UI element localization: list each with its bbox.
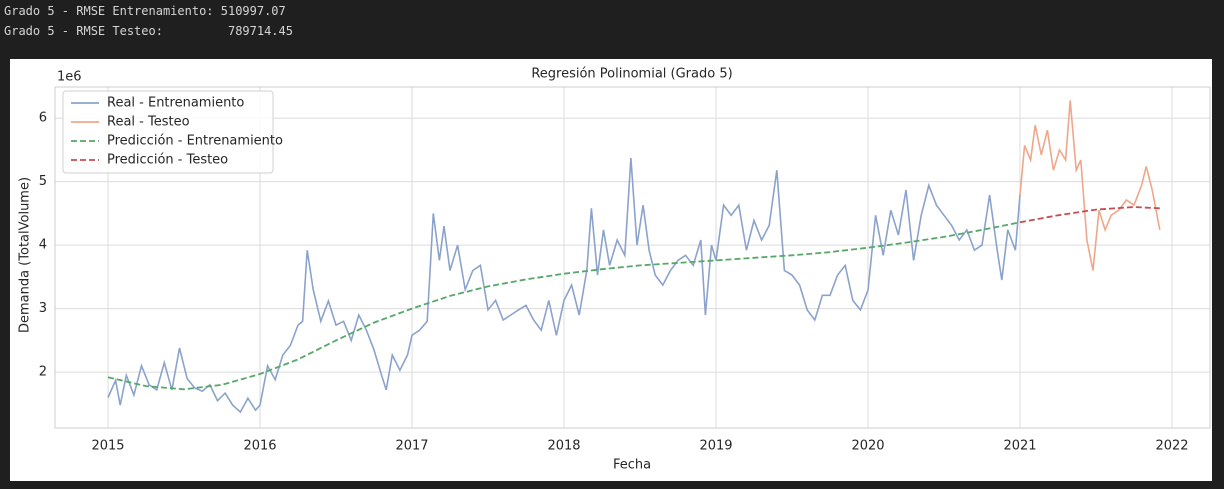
x-tick-label: 2017 — [395, 439, 428, 454]
x-tick-label: 2020 — [851, 439, 884, 454]
console-line: Grado 5 - RMSE Entrenamiento: 510997.07 — [4, 4, 286, 18]
y-tick-label: 4 — [39, 238, 47, 253]
chart: Regresión Polinomial (Grado 5) Fecha Dem… — [10, 59, 1212, 481]
console-line: Grado 5 - RMSE Testeo: 789714.45 — [4, 24, 293, 38]
data-line — [1019, 100, 1161, 271]
legend-box — [62, 90, 274, 174]
x-tick-label: 2016 — [243, 439, 276, 454]
y-tick-label: 6 — [39, 111, 47, 126]
data-line — [1019, 206, 1160, 224]
x-tick-label: 2021 — [1003, 439, 1036, 454]
x-tick-label: 2015 — [91, 439, 124, 454]
chart-title: Regresión Polinomial (Grado 5) — [531, 67, 732, 82]
data-line — [107, 221, 1021, 391]
y-tick-label: 3 — [39, 301, 47, 316]
plot-frame — [54, 86, 1211, 429]
y-tick-label: 5 — [39, 174, 47, 189]
x-tick-label: 2022 — [1155, 439, 1188, 454]
legend-label: Predicción - Entrenamiento — [107, 134, 283, 149]
y-offset-label: 1e6 — [57, 70, 82, 85]
y-tick-label: 2 — [39, 365, 47, 380]
x-tick-label: 2018 — [547, 439, 580, 454]
x-axis-label: Fecha — [613, 458, 651, 473]
legend-label: Real - Entrenamiento — [107, 96, 244, 111]
legend-label: Real - Testeo — [107, 115, 190, 130]
x-tick-label: 2019 — [699, 439, 732, 454]
legend-label: Predicción - Testeo — [107, 153, 228, 168]
data-line — [107, 158, 1021, 414]
y-axis-label: Demanda (TotalVolume) — [18, 177, 33, 333]
